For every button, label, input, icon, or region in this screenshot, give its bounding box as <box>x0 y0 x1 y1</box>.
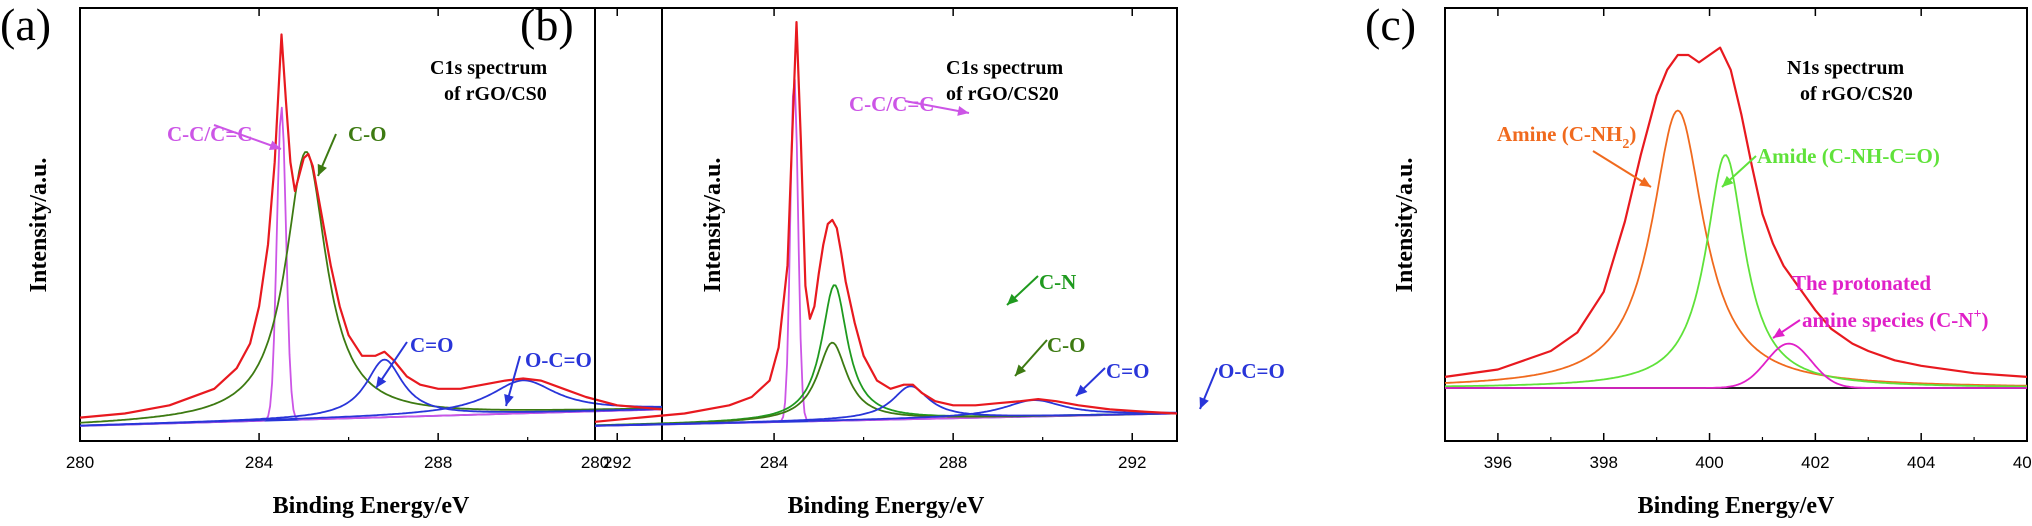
pointer-arrow-line <box>1592 150 1652 188</box>
envelope-curve <box>594 21 1178 423</box>
peak-label-c-double-o-b: C=O <box>1106 359 1149 383</box>
x-ticks-a: 280 284 288 292 <box>66 8 631 472</box>
peak-label-protonated-sup: + <box>1973 307 1981 322</box>
panel-letter-a: (a) <box>0 0 51 50</box>
y-axis-title-b: Intensity/a.u. <box>700 158 726 293</box>
peak-label-amine-tail: ) <box>1629 122 1636 146</box>
pointer-arrow-head <box>504 394 514 406</box>
x-tick-label: 396 <box>1484 453 1512 472</box>
y-axis-title-a: Intensity/a.u. <box>26 158 52 293</box>
pointer-arrow-head <box>376 376 387 388</box>
panel-a: (a) 280 284 288 292 C1s spectrum of rGO/CS0… <box>0 0 663 519</box>
x-tick-label: 288 <box>424 453 452 472</box>
o-c-o-curve <box>80 379 662 427</box>
annotation-line2-b: of rGO/CS20 <box>946 83 1059 105</box>
pointer-arrow-line <box>213 124 282 150</box>
pointer-arrow-head <box>1773 327 1785 338</box>
peak-label-protonated-tail: ) <box>1981 308 1988 332</box>
annotation-line1-c: N1s spectrum <box>1787 57 1905 79</box>
annotation-line1-b: C1s spectrum <box>946 57 1064 79</box>
o-c-o-curve <box>594 399 1177 427</box>
x-tick-label: 284 <box>245 453 273 472</box>
c-c-c-c-curve <box>594 78 1178 427</box>
x-tick-label: 288 <box>939 453 967 472</box>
peak-label-amine-sub: 2 <box>1622 137 1629 152</box>
x-tick-label: 404 <box>1907 453 1935 472</box>
peak-label-amine-text: Amine (C-NH <box>1497 122 1622 146</box>
x-tick-label: 406 <box>2013 453 2032 472</box>
peak-label-protonated-text: amine species (C-N <box>1802 308 1973 332</box>
peak-label-co-b: C-O <box>1047 333 1086 357</box>
curves-c <box>1444 46 2028 389</box>
peak-label-cc-a: C-C/C=C <box>167 122 252 146</box>
x-axis-title-c: Binding Energy/eV <box>1638 493 1835 519</box>
plot-frame-b <box>594 7 1178 442</box>
peak-label-co-a: C-O <box>348 122 387 146</box>
peak-label-c-double-o-a: C=O <box>410 333 453 357</box>
pointer-arrow-head <box>1076 384 1088 396</box>
amine-c-nh2-curve <box>1445 109 2027 387</box>
x-ticks-c: 396 398 400 402 404 406 <box>1484 8 2032 472</box>
peak-label-protonated-line2: amine species (C-N+) <box>1802 307 1988 332</box>
x-axis-title-a: Binding Energy/eV <box>273 493 470 519</box>
c-o-curve <box>79 151 663 424</box>
peak-label-cc-b: C-C/C=C <box>849 92 934 116</box>
annotation-line2-c: of rGO/CS20 <box>1800 83 1913 105</box>
pointer-arrow-head <box>1639 176 1651 187</box>
pointer-arrow-head <box>1007 293 1019 305</box>
x-tick-label: 280 <box>581 453 609 472</box>
pointer-arrow-head <box>1722 175 1734 187</box>
panel-letter-c: (c) <box>1365 0 1416 50</box>
annotation-line1-a: C1s spectrum <box>430 57 548 79</box>
x-tick-label: 284 <box>760 453 788 472</box>
amide-c-nh-c-o-curve <box>1445 154 2028 388</box>
plot-frame-c <box>1444 7 2028 442</box>
peak-label-cn-b: C-N <box>1039 270 1076 294</box>
peak-label-amide-c: Amide (C-NH-C=O) <box>1757 144 1940 168</box>
envelope-curve <box>1444 46 2028 378</box>
y-axis-title-c: Intensity/a.u. <box>1392 158 1418 293</box>
curves-b <box>594 21 1218 427</box>
peak-label-oco-b: O-C=O <box>1218 359 1285 383</box>
annotation-line2-a: of rGO/CS0 <box>444 83 547 105</box>
c-c-c-c-curve <box>79 106 663 427</box>
pointer-arrow-head <box>1015 364 1027 376</box>
pointer-arrow-head <box>317 163 327 176</box>
pointer-arrow-head <box>268 140 281 150</box>
panel-c: (c) 396 398 400 402 404 406 N1s spectrum of r… <box>1365 0 2032 519</box>
x-tick-label: 400 <box>1695 453 1723 472</box>
pointer-arrow-head <box>1199 396 1209 409</box>
x-tick-label: 402 <box>1801 453 1829 472</box>
panel-b: (b) 280 284 288 292 C1s spectrum of rGO/CS2… <box>520 0 1285 519</box>
x-tick-label: 292 <box>603 453 631 472</box>
x-ticks-b: 280 284 288 292 <box>581 8 1146 472</box>
pointer-arrow-head <box>957 106 969 116</box>
envelope-curve <box>79 33 663 419</box>
peak-label-oco-a: O-C=O <box>525 348 592 372</box>
curves-a <box>79 33 663 427</box>
panel-letter-b: (b) <box>520 0 574 50</box>
plot-frame-a <box>79 7 663 442</box>
x-axis-title-b: Binding Energy/eV <box>788 493 985 519</box>
x-tick-label: 292 <box>1118 453 1146 472</box>
x-tick-label: 398 <box>1590 453 1618 472</box>
the-protonated-amine-species-c-n-curve <box>1445 342 2027 389</box>
peak-label-protonated-line1: The protonated <box>1792 271 1931 295</box>
peak-label-amine-c: Amine (C-NH2) <box>1497 122 1636 152</box>
x-tick-label: 280 <box>66 453 94 472</box>
